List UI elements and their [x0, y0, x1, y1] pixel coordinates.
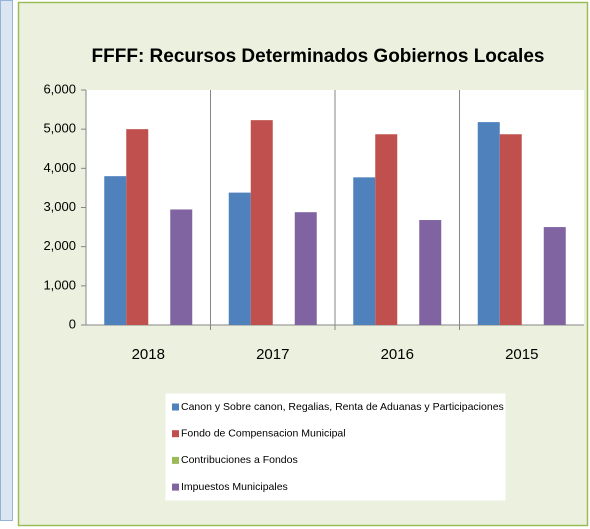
- y-tick-label: 6,000: [43, 81, 76, 96]
- legend-box: [165, 393, 506, 501]
- x-tick-label: 2015: [505, 346, 538, 363]
- legend-swatch: [172, 403, 179, 411]
- bar: [419, 220, 442, 325]
- bar: [126, 129, 149, 325]
- bar: [477, 122, 500, 325]
- chart-title: FFFF: Recursos Determinados Gobiernos Lo…: [92, 46, 545, 67]
- bar: [250, 120, 273, 326]
- legend-label: Canon y Sobre canon, Regalias, Renta de …: [181, 401, 504, 413]
- legend-swatch: [172, 483, 179, 491]
- bar: [228, 192, 251, 325]
- x-tick-label: 2017: [256, 346, 289, 363]
- y-tick-label: 2,000: [43, 238, 76, 253]
- y-tick-label: 1,000: [43, 277, 76, 292]
- y-tick-label: 5,000: [43, 121, 76, 136]
- bar: [294, 212, 317, 325]
- bar: [170, 209, 193, 325]
- legend-label: Contribuciones a Fondos: [181, 454, 298, 466]
- bar: [499, 134, 522, 325]
- legend-swatch: [172, 430, 179, 438]
- bar: [543, 227, 566, 325]
- legend-swatch: [172, 456, 179, 464]
- bar: [104, 176, 127, 325]
- side-panel: [0, 0, 13, 521]
- x-tick-label: 2018: [132, 346, 165, 363]
- y-tick-label: 4,000: [43, 160, 76, 175]
- legend-label: Fondo de Compensacion Municipal: [181, 427, 346, 439]
- legend-label: Impuestos Municipales: [181, 481, 288, 493]
- bar: [353, 177, 376, 325]
- bar: [375, 134, 398, 325]
- x-tick-label: 2016: [381, 346, 414, 363]
- y-tick-label: 0: [69, 316, 76, 331]
- y-tick-label: 3,000: [43, 199, 76, 214]
